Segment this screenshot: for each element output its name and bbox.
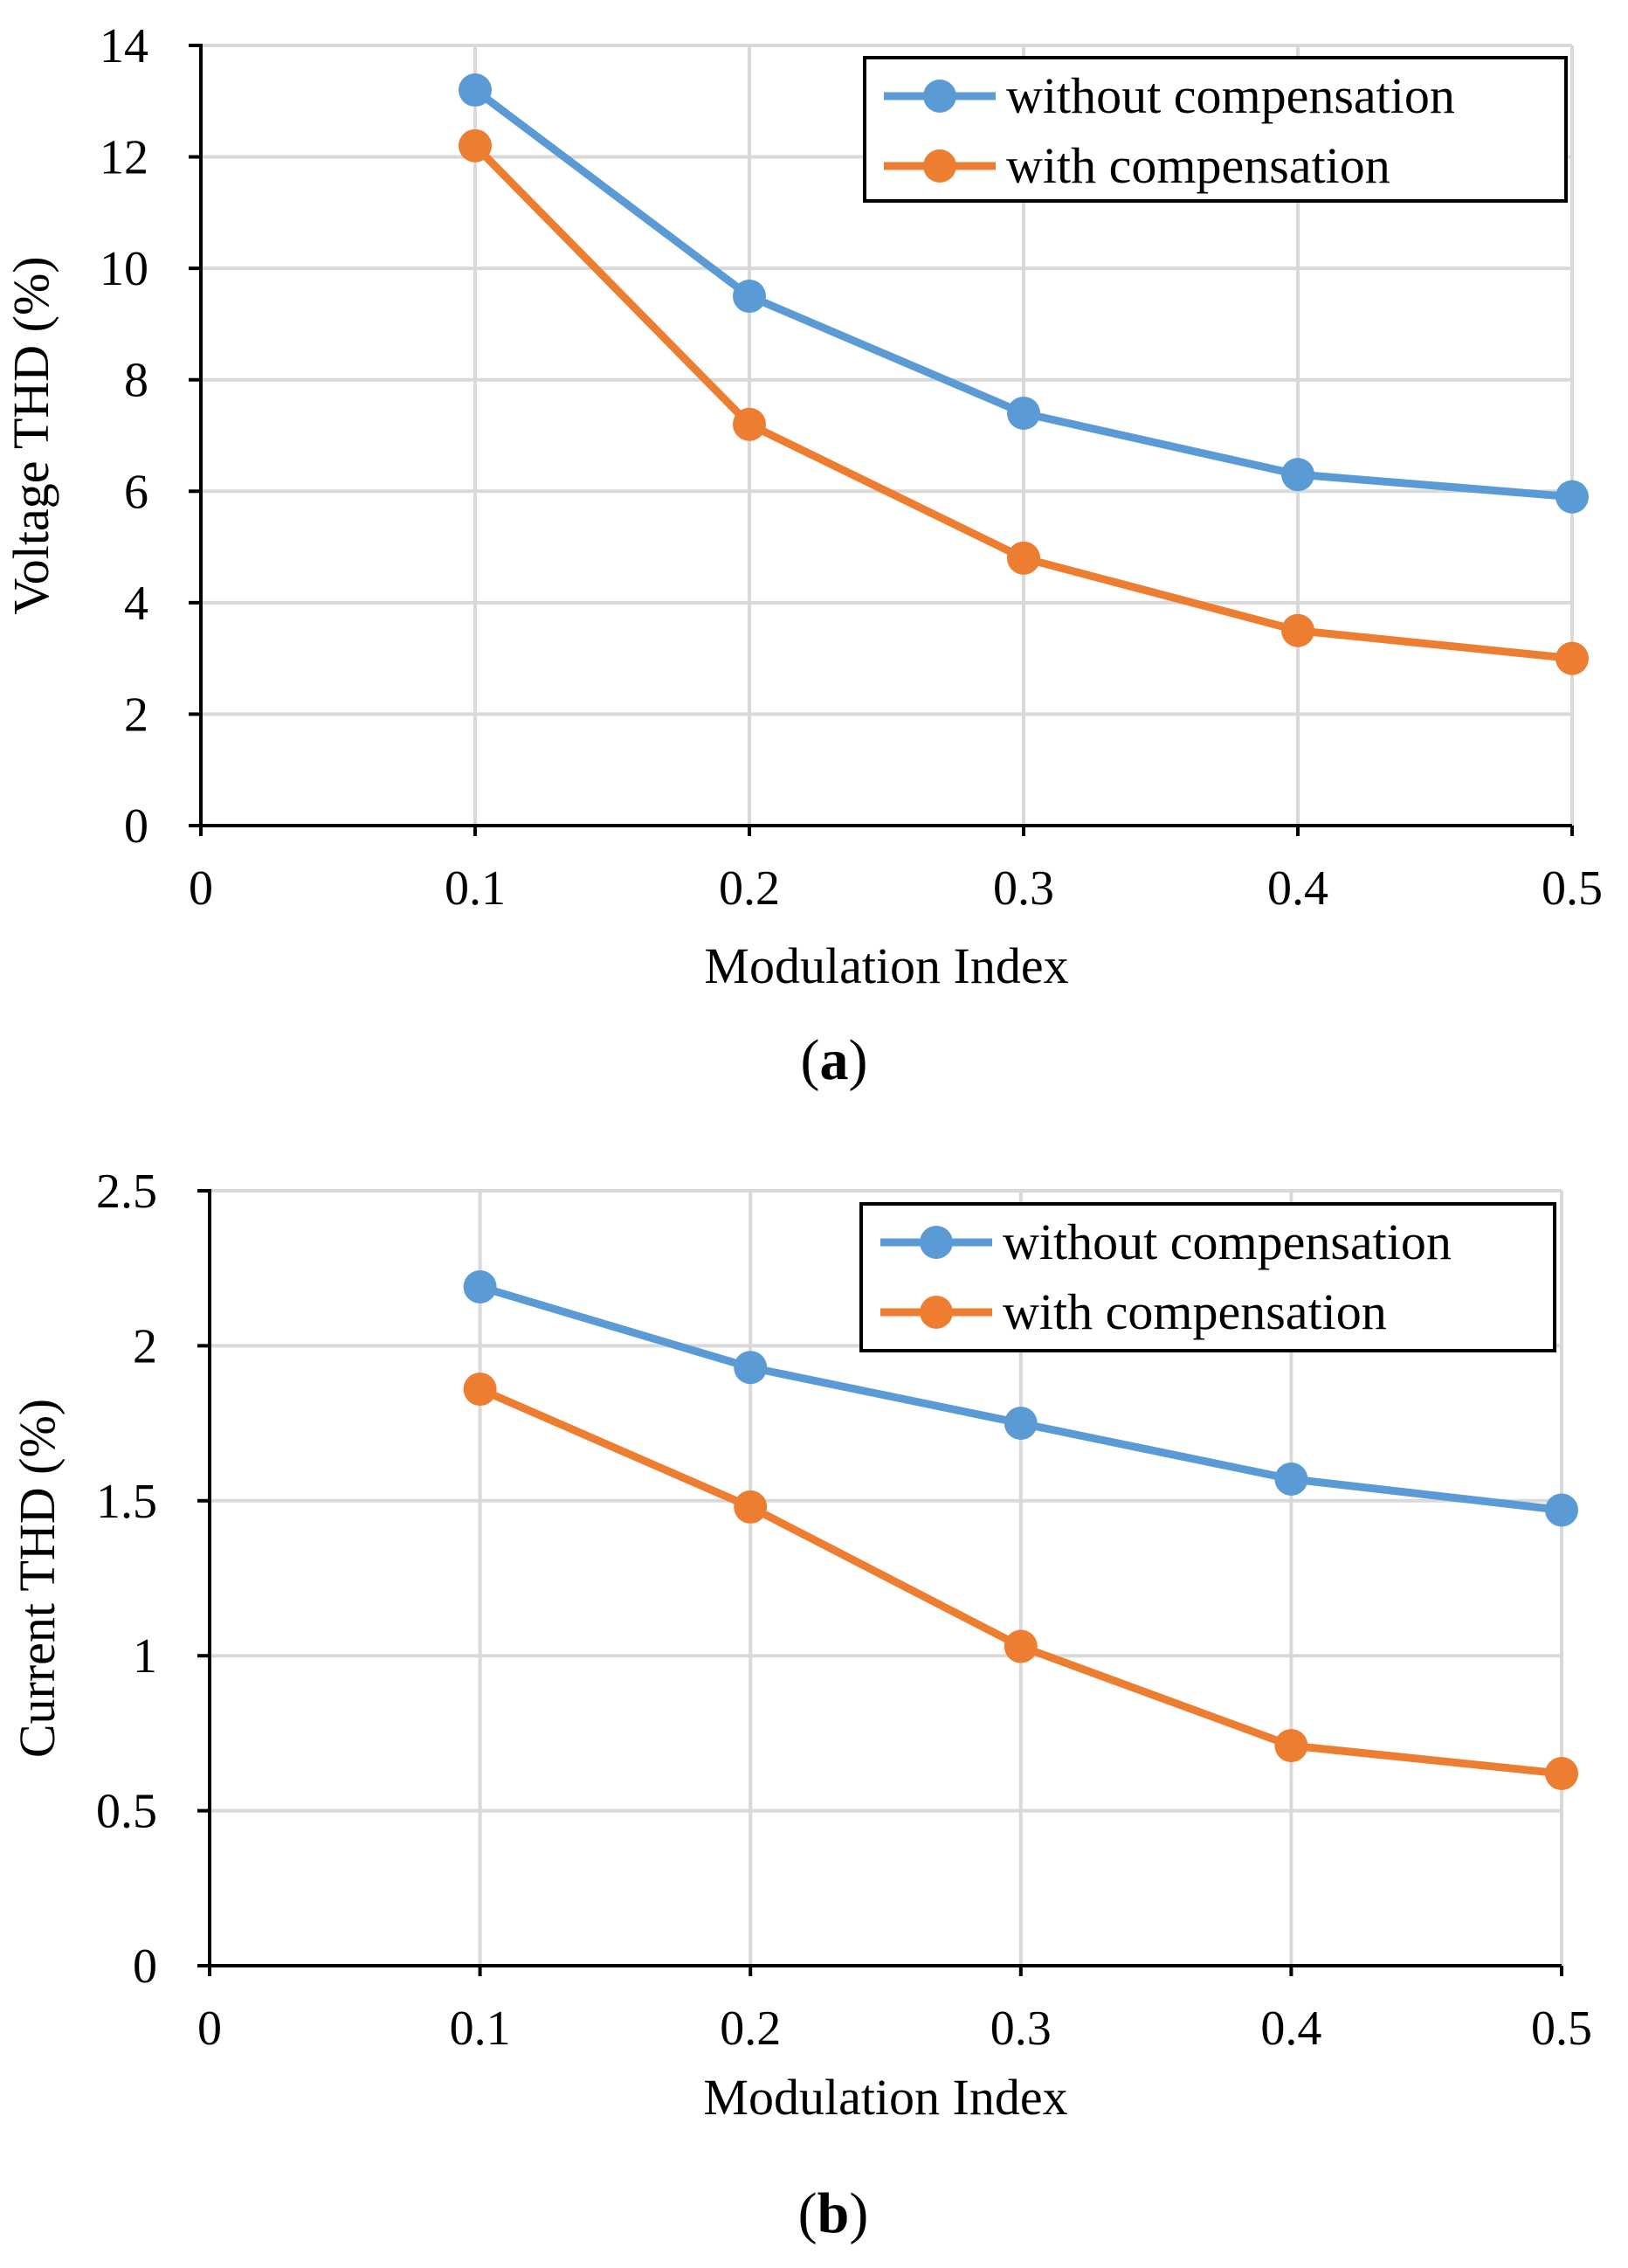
y-tick-label: 10 — [100, 242, 148, 296]
data-point — [1545, 1757, 1578, 1791]
x-tick-label: 0.5 — [1542, 861, 1603, 916]
data-point — [734, 1490, 768, 1524]
data-point — [1004, 1407, 1038, 1441]
x-tick-label: 0 — [189, 861, 213, 916]
legend-swatch-marker — [923, 80, 956, 113]
panel-label: (a) — [801, 1028, 868, 1092]
y-tick-label: 6 — [124, 465, 148, 519]
data-point — [1274, 1729, 1308, 1763]
data-point — [1007, 541, 1040, 575]
legend-swatch-marker — [920, 1296, 953, 1329]
data-point — [1281, 458, 1314, 492]
y-axis-title: Voltage THD (%) — [3, 256, 59, 614]
chart-voltage-thd: 0 2 4 6 8 10 12 14 0 0.1 0.2 0.3 0.4 0.5 Modulation In… — [3, 19, 1603, 1092]
data-point — [463, 1269, 497, 1303]
y-tick-label: 1 — [133, 1629, 157, 1684]
x-axis-title: Modulation Index — [703, 2069, 1067, 2126]
y-tick-label: 0 — [133, 1940, 157, 1994]
legend-box — [859, 1202, 1556, 1352]
data-point — [1281, 613, 1314, 647]
x-tick-label: 0.2 — [720, 2002, 781, 2056]
x-tick-label: 0.1 — [445, 861, 506, 916]
x-axis-title: Modulation Index — [704, 937, 1068, 994]
legend-swatch-marker — [920, 1226, 953, 1259]
y-tick-label: 0 — [124, 799, 148, 854]
y-tick-label: 4 — [124, 577, 148, 631]
data-point — [459, 128, 492, 162]
data-point — [1274, 1462, 1308, 1496]
data-point — [734, 1351, 768, 1385]
data-point — [1556, 641, 1589, 675]
data-point — [1007, 396, 1040, 430]
data-point — [459, 73, 492, 107]
data-point — [1004, 1629, 1038, 1663]
panel-label: (b) — [798, 2182, 869, 2245]
legend-entry: without compensation — [1006, 67, 1455, 124]
x-tick-label: 0.4 — [1260, 2002, 1321, 2056]
y-tick-label: 2.5 — [96, 1165, 157, 1219]
y-axis-title: Current THD (%) — [9, 1399, 66, 1758]
x-tick-label: 0.1 — [450, 2002, 511, 2056]
x-tick-label: 0.4 — [1267, 861, 1328, 916]
data-point — [1545, 1493, 1578, 1527]
x-tick-label: 0 — [197, 2002, 222, 2056]
data-point — [733, 280, 766, 314]
y-tick-label: 2 — [124, 688, 148, 742]
x-tick-label: 0.3 — [993, 861, 1054, 916]
x-tick-label: 0.3 — [990, 2002, 1052, 2056]
legend-box — [863, 56, 1568, 203]
y-tick-label: 12 — [100, 131, 148, 185]
legend: without compensation with compensation — [859, 1202, 1556, 1352]
x-tick-label: 0.5 — [1531, 2002, 1592, 2056]
legend-entry: without compensation — [1003, 1214, 1452, 1270]
legend-entry: with compensation — [1003, 1283, 1387, 1340]
legend: without compensation with compensation — [863, 56, 1568, 203]
data-point — [1556, 480, 1589, 514]
legend-entry: with compensation — [1006, 137, 1390, 194]
legend-swatch-marker — [923, 149, 956, 183]
chart-current-thd: 0 0.5 1 1.5 2 2.5 0 0.1 0.2 0.3 0.4 0.5 Modulation I… — [9, 1165, 1592, 2245]
data-point — [733, 407, 766, 441]
y-tick-label: 8 — [124, 354, 148, 408]
x-tick-label: 0.2 — [719, 861, 780, 916]
y-tick-label: 1.5 — [96, 1475, 157, 1529]
y-tick-label: 2 — [133, 1319, 157, 1373]
y-tick-label: 14 — [100, 19, 148, 73]
y-tick-label: 0.5 — [96, 1785, 157, 1839]
data-point — [463, 1373, 497, 1407]
